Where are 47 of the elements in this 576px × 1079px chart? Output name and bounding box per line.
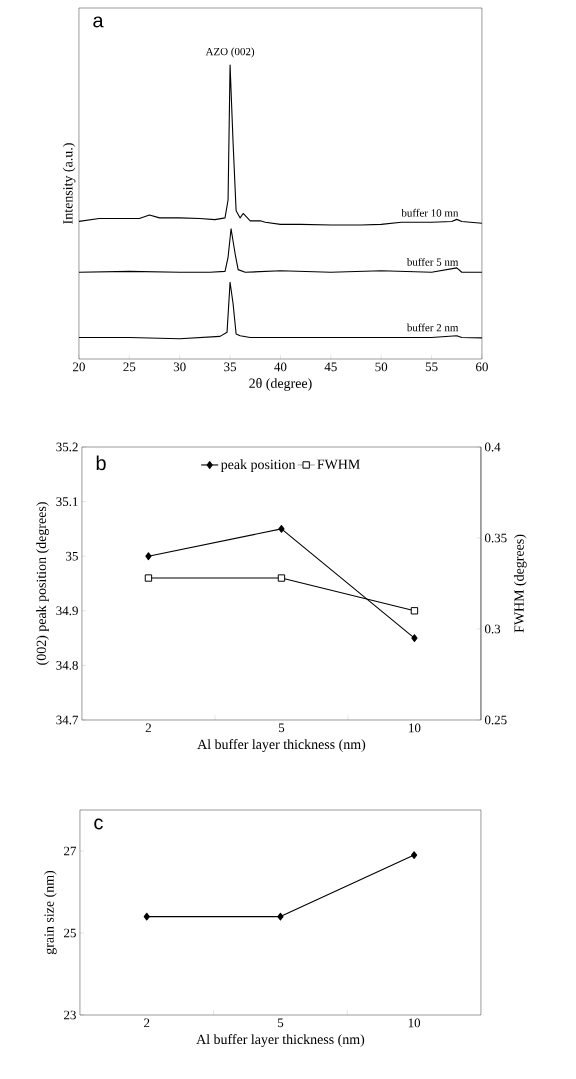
series-label: buffer 10 mn [401,208,459,217]
x-tick-label: 35 [224,362,237,372]
x-tick-label: 5 [277,1018,284,1028]
x-tick-label: 25 [123,362,136,372]
x-tick-label: 50 [375,362,388,372]
x-tick-label: 2 [145,723,151,733]
y2-tick-label: 0.4 [485,442,501,452]
point [145,552,152,561]
y-tick-label: 35 [66,551,78,561]
series-label: buffer 2 nm [406,323,459,332]
y-axis-title: grain size (nm) [43,870,57,955]
chart-title: b [96,455,106,471]
series-label: buffer 5 nm [406,257,459,266]
annotation: AZO (002) [205,47,255,58]
chart-title: a [93,16,104,28]
x-axis-title: Al buffer layer thickness (nm) [196,1034,365,1047]
legend-label: FWHM [317,459,360,469]
y2-tick-label: 0.35 [485,533,507,543]
x-tick-label: 10 [408,1018,421,1028]
y-axis-title: (002) peak position (degrees) [36,502,49,665]
y2-axis-title: FWHM (degrees) [513,534,527,633]
x-tick-label: 40 [274,362,287,372]
x-tick-label: 5 [278,723,285,733]
chart-title: c [94,818,103,830]
legend-label: peak position [220,459,296,473]
y-tick-label: 35.2 [56,442,78,452]
y-tick-label: 25 [64,928,76,938]
x-axis-title: 2θ (degree) [249,378,312,391]
y-tick-label: 23 [64,1010,76,1020]
y-tick-label: 34.8 [56,661,78,670]
y-tick-label: 34.9 [56,606,78,616]
point [278,524,285,533]
y2-tick-label: 0.3 [485,624,501,634]
x-tick-label: 45 [324,362,337,372]
point [411,634,418,643]
x-tick-label: 55 [425,362,438,372]
x-tick-label: 30 [173,362,186,372]
x-axis-title: Al buffer layer thickness (nm) [197,739,366,752]
x-tick-label: 2 [144,1018,150,1028]
x-tick-label: 20 [73,362,85,372]
y-axis-title: Intensity (a.u.) [62,143,76,224]
y2-tick-label: 0.25 [485,715,507,725]
y-tick-label: 35.1 [56,497,78,506]
y-tick-label: 27 [64,846,77,856]
x-tick-label: 10 [409,723,421,733]
x-tick-label: 60 [476,362,488,372]
y-tick-label: 34.7 [56,715,79,725]
